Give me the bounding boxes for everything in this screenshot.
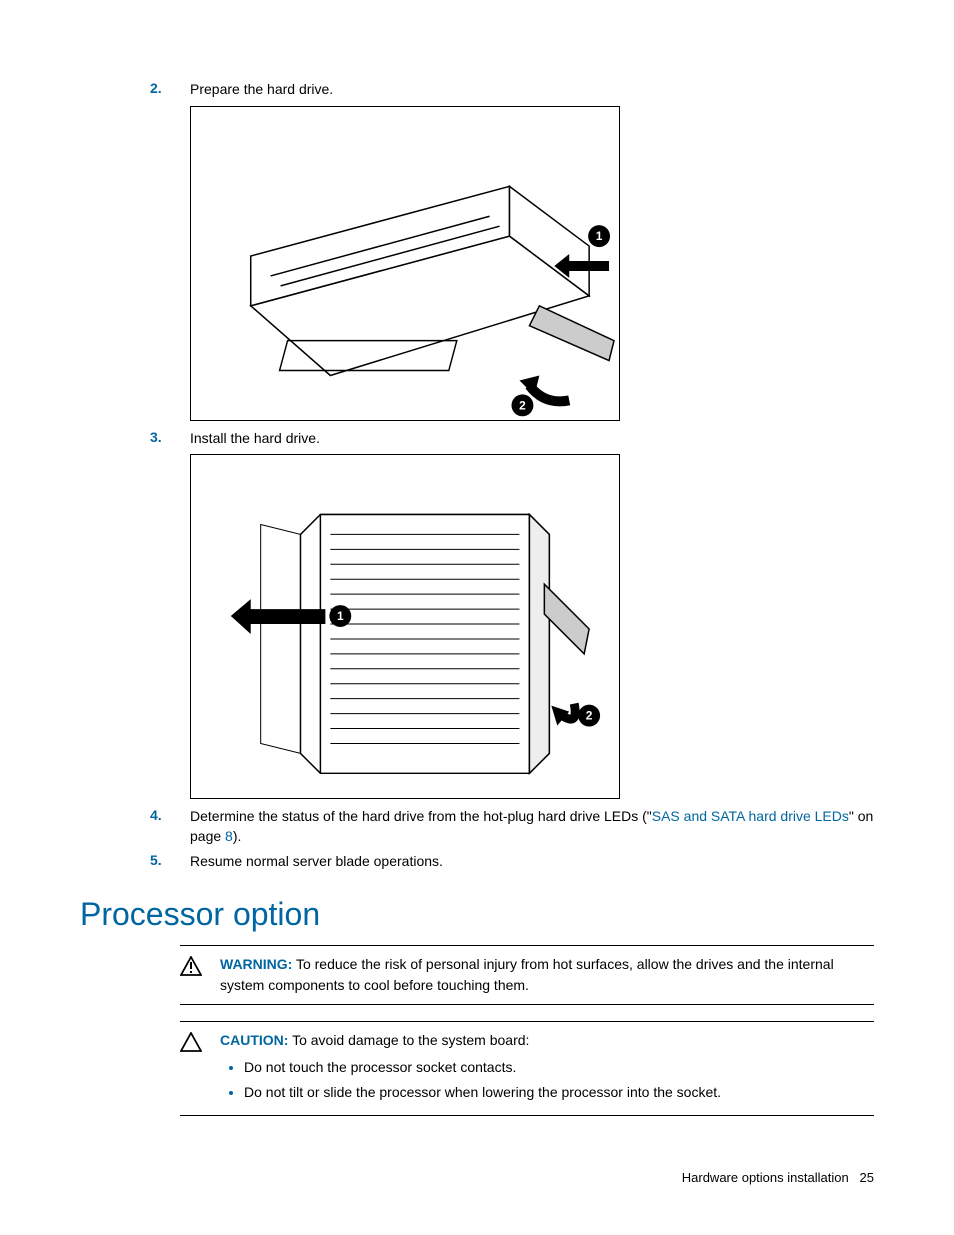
page-content: 2. Prepare the hard drive. <box>0 0 954 1172</box>
svg-text:1: 1 <box>596 229 603 243</box>
arrow-close-lever <box>551 704 575 726</box>
blade-with-drive-illustration: 1 2 <box>191 454 619 799</box>
link-sas-sata-leds[interactable]: SAS and SATA hard drive LEDs <box>652 808 849 824</box>
step-text: Prepare the hard drive. <box>190 80 874 100</box>
caution-body: CAUTION: To avoid damage to the system b… <box>220 1030 874 1107</box>
page-footer: Hardware options installation 25 <box>682 1170 874 1185</box>
step-text-suffix: ). <box>233 828 242 844</box>
callout-badge-2: 2 <box>512 394 534 416</box>
step-number: 5. <box>150 852 190 872</box>
warning-text: To reduce the risk of personal injury fr… <box>220 956 834 993</box>
callout-badge-1: 1 <box>588 225 610 247</box>
svg-text:2: 2 <box>519 398 526 412</box>
step-text: Install the hard drive. <box>190 429 874 449</box>
step-4: 4. Determine the status of the hard driv… <box>150 807 874 846</box>
warning-icon <box>180 954 220 996</box>
step-2: 2. Prepare the hard drive. <box>150 80 874 100</box>
step-text-prefix: Determine the status of the hard drive f… <box>190 808 652 824</box>
caution-text: To avoid damage to the system board: <box>288 1032 529 1048</box>
caution-admonition: CAUTION: To avoid damage to the system b… <box>180 1021 874 1116</box>
svg-text:1: 1 <box>337 609 344 623</box>
figure-prepare-hard-drive: 1 2 <box>190 106 620 421</box>
step-text: Resume normal server blade operations. <box>190 852 874 872</box>
step-3: 3. Install the hard drive. <box>150 429 874 449</box>
section-heading-processor-option: Processor option <box>80 896 874 933</box>
callout-badge-1: 1 <box>329 605 351 627</box>
caution-icon <box>180 1030 220 1107</box>
figure-install-hard-drive: 1 2 <box>190 454 620 799</box>
step-number: 3. <box>150 429 190 449</box>
caution-bullet: Do not tilt or slide the processor when … <box>244 1082 874 1103</box>
step-5: 5. Resume normal server blade operations… <box>150 852 874 872</box>
caution-label: CAUTION: <box>220 1032 288 1048</box>
caution-bullet: Do not touch the processor socket contac… <box>244 1057 874 1078</box>
link-page-8[interactable]: 8 <box>225 828 233 844</box>
footer-page-number: 25 <box>860 1170 874 1185</box>
step-number: 2. <box>150 80 190 100</box>
step-text: Determine the status of the hard drive f… <box>190 807 874 846</box>
warning-body: WARNING: To reduce the risk of personal … <box>220 954 874 996</box>
step-number: 4. <box>150 807 190 846</box>
hard-drive-carrier-illustration: 1 2 <box>191 106 619 421</box>
svg-text:2: 2 <box>586 709 593 723</box>
caution-bullet-list: Do not touch the processor socket contac… <box>220 1057 874 1103</box>
footer-section: Hardware options installation <box>682 1170 849 1185</box>
warning-admonition: WARNING: To reduce the risk of personal … <box>180 945 874 1005</box>
callout-badge-2: 2 <box>578 705 600 727</box>
warning-label: WARNING: <box>220 956 292 972</box>
